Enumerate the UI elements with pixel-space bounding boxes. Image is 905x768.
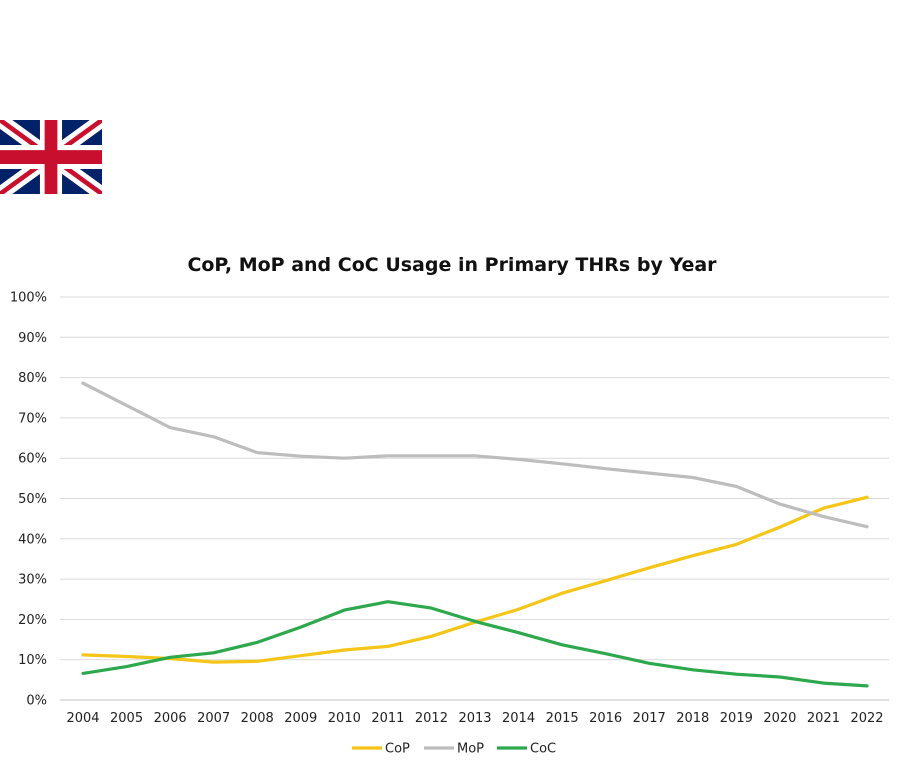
union-jack-flag-icon [0, 120, 102, 194]
x-tick-label: 2014 [502, 711, 535, 726]
x-tick-label: 2022 [850, 711, 883, 726]
x-tick-label: 2016 [589, 711, 622, 726]
legend-label-mop: MoP [457, 742, 484, 757]
y-tick-label: 60% [18, 452, 47, 467]
x-tick-label: 2015 [546, 711, 579, 726]
legend-label-cop: CoP [385, 742, 410, 757]
x-tick-label: 2007 [197, 711, 230, 726]
chart-title: CoP, MoP and CoC Usage in Primary THRs b… [187, 254, 717, 276]
series-lines [81, 381, 869, 688]
x-tick-label: 2009 [284, 711, 317, 726]
y-tick-label: 70% [18, 411, 47, 426]
y-tick-label: 30% [18, 573, 47, 588]
x-tick-label: 2010 [328, 711, 361, 726]
x-tick-label: 2008 [241, 711, 274, 726]
y-tick-label: 10% [18, 653, 47, 668]
legend: CoP MoP CoC [352, 742, 556, 757]
x-tick-label: 2012 [415, 711, 448, 726]
x-tick-label: 2020 [763, 711, 796, 726]
y-tick-label: 40% [18, 532, 47, 547]
series-line-mop [81, 381, 869, 529]
x-tick-label: 2021 [807, 711, 840, 726]
x-tick-label: 2013 [458, 711, 491, 726]
legend-label-coc: CoC [530, 742, 556, 757]
x-tick-label: 2019 [720, 711, 753, 726]
x-axis-ticks: 2004 2005 2006 2007 2008 2009 2010 2011 2012 2013… [66, 711, 883, 726]
y-axis-ticks: 0% 10% 20% 30% 40% 50% 60% 70% 80% 90% 100% [10, 291, 47, 709]
y-tick-label: 90% [18, 331, 47, 346]
series-line-coc [81, 600, 869, 688]
y-tick-label: 0% [26, 694, 47, 709]
gridlines [60, 296, 889, 701]
x-tick-label: 2004 [66, 711, 99, 726]
x-tick-label: 2005 [110, 711, 143, 726]
y-tick-label: 50% [18, 492, 47, 507]
y-tick-label: 100% [10, 291, 47, 306]
x-tick-label: 2017 [633, 711, 666, 726]
series-line-cop [81, 495, 869, 664]
x-tick-label: 2011 [371, 711, 404, 726]
x-tick-label: 2006 [154, 711, 187, 726]
y-tick-label: 20% [18, 613, 47, 628]
x-tick-label: 2018 [676, 711, 709, 726]
y-tick-label: 80% [18, 371, 47, 386]
